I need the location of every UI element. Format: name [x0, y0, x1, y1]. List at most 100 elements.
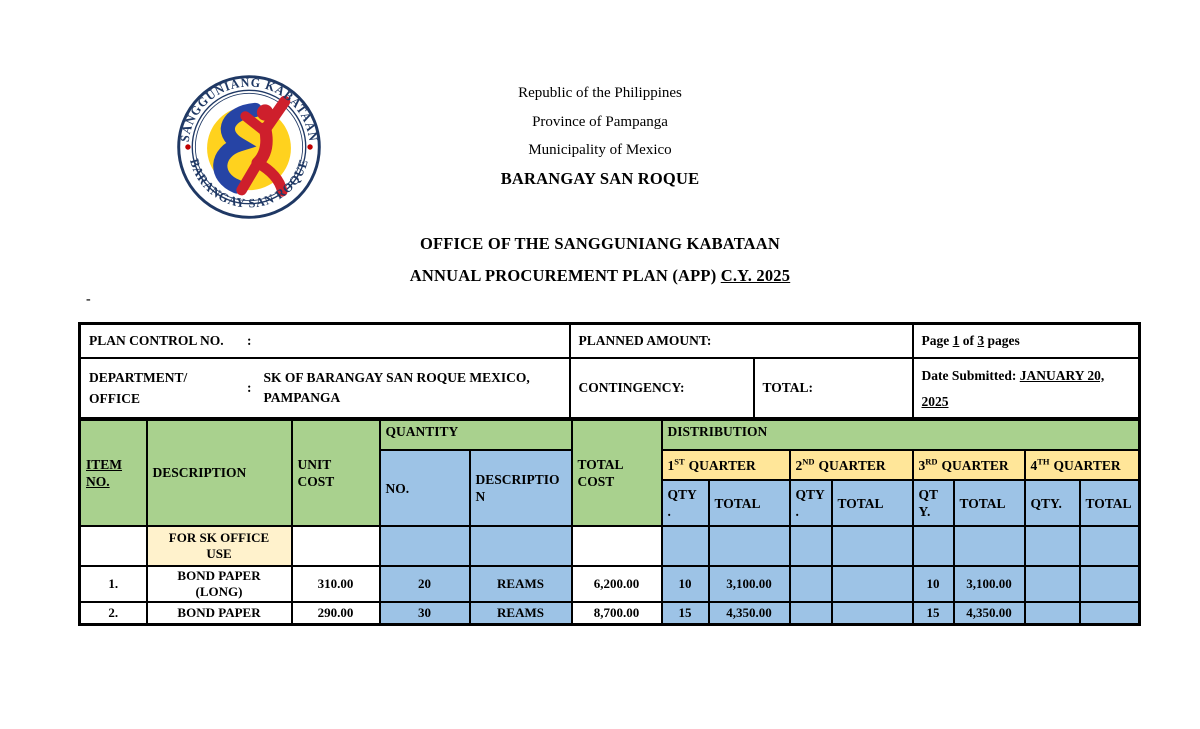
col-header-q4-qty: QTY.	[1023, 479, 1081, 527]
cell-q4-qty	[1023, 601, 1081, 625]
col-header-qty-description: DESCRIPTIO N	[468, 449, 573, 527]
col-header-q2-total: TOTAL	[830, 479, 914, 527]
cell-q3-total	[952, 525, 1026, 567]
col-header-total-cost: TOTAL COST	[570, 418, 663, 527]
cell-q3-qty: 15	[911, 601, 955, 625]
procurement-plan-tables: PLAN CONTROL NO.: PLANNED AMOUNT: Page 1…	[78, 322, 1142, 626]
cell-unit-cost	[290, 525, 381, 567]
cell-q4-total	[1078, 525, 1141, 567]
table-row: 2. BOND PAPER 290.00 30 REAMS 8,700.00 1…	[78, 601, 1141, 625]
col-header-item-no: ITEM NO.	[78, 418, 148, 527]
col-header-description: DESCRIPTION	[145, 418, 293, 527]
cell-q4-total	[1078, 565, 1141, 603]
info-row-1: PLAN CONTROL NO.: PLANNED AMOUNT: Page 1…	[78, 322, 1141, 359]
cell-qty-no: 30	[378, 601, 471, 625]
letterhead-line-barangay: BARANGAY SAN ROQUE	[500, 168, 700, 188]
cell-q3-total: 3,100.00	[952, 565, 1026, 603]
cell-q2-qty	[788, 525, 833, 567]
cell-qty-desc: REAMS	[468, 601, 573, 625]
letterhead: Republic of the Philippines Province of …	[0, 79, 1200, 193]
document-title-block: OFFICE OF THE SANGGUNIANG KABATAAN ANNUA…	[0, 228, 1200, 292]
page-current: 1	[952, 332, 960, 348]
department-value: SK OF BARANGAY SAN ROQUE MEXICO, PAMPANG…	[263, 369, 530, 405]
col-header-q2-qty: QTY .	[788, 479, 833, 527]
col-header-quantity: QUANTITY	[378, 418, 573, 451]
table-row-section: FOR SK OFFICE USE	[78, 525, 1141, 567]
cell-total-cost	[570, 525, 663, 567]
cell-item-no: 2.	[78, 601, 148, 625]
cell-q1-total	[707, 525, 791, 567]
cell-total-cost: 8,700.00	[570, 601, 663, 625]
cell-q2-total	[830, 601, 914, 625]
cell-q1-qty: 10	[660, 565, 710, 603]
col-header-qty-no: NO.	[378, 449, 471, 527]
col-header-quarter-4: 4TH QUARTER	[1023, 449, 1141, 481]
cell-unit-cost: 310.00	[290, 565, 381, 603]
cell-item-no	[78, 525, 148, 567]
cell-q3-total: 4,350.00	[952, 601, 1026, 625]
cell-description: BOND PAPER (LONG)	[145, 565, 293, 603]
col-header-quarter-3: 3RD QUARTER	[911, 449, 1026, 481]
info-table: PLAN CONTROL NO.: PLANNED AMOUNT: Page 1…	[78, 322, 1141, 420]
date-submitted-value: JANUARY 20, 2025	[921, 367, 1105, 409]
logo-dot-right-icon	[307, 144, 313, 150]
office-title: OFFICE OF THE SANGGUNIANG KABATAAN	[419, 234, 781, 253]
logo-dot-left-icon	[185, 144, 191, 150]
planned-amount-cell: PLANNED AMOUNT:	[568, 322, 914, 359]
cell-qty-desc	[468, 525, 573, 567]
procurement-table: ITEM NO. DESCRIPTION UNIT COST QUANTITY …	[78, 417, 1142, 626]
header-row-2: NO. DESCRIPTIO N 1ST QUARTER 2ND QUARTER 3…	[80, 449, 1141, 527]
header-row-1: ITEM NO. DESCRIPTION UNIT COST QUANTITY …	[78, 418, 1141, 527]
cell-qty-no	[378, 525, 471, 567]
plan-title: ANNUAL PROCUREMENT PLAN (APP) C.Y. 2025	[409, 266, 791, 285]
cell-q2-qty	[788, 565, 833, 603]
cell-q3-qty: 10	[911, 565, 955, 603]
department-cell: DEPARTMENT/ OFFICE : SK OF BARANGAY SAN …	[78, 356, 571, 419]
letterhead-line-municipality: Municipality of Mexico	[528, 142, 672, 158]
cell-description: BOND PAPER	[145, 601, 293, 625]
page-number-cell: Page 1 of 3 pages	[911, 322, 1141, 359]
col-header-q3-total: TOTAL	[952, 479, 1026, 527]
date-submitted-cell: Date Submitted: JANUARY 20, 2025	[911, 356, 1141, 419]
sk-logo: SANGGUNIANG KABATAAN BARANGAY SAN ROQUE	[177, 75, 321, 219]
cell-q4-qty	[1023, 525, 1081, 567]
cell-q4-total	[1078, 601, 1141, 625]
page-total: 3	[977, 332, 985, 348]
table-row: 1. BOND PAPER (LONG) 310.00 20 REAMS 6,2…	[78, 565, 1141, 603]
col-header-q1-qty: QTY .	[660, 479, 710, 527]
cell-q2-total	[830, 525, 914, 567]
col-header-quarter-2: 2ND QUARTER	[788, 449, 914, 481]
info-row-2: DEPARTMENT/ OFFICE : SK OF BARANGAY SAN …	[78, 356, 1141, 419]
col-header-q1-total: TOTAL	[707, 479, 791, 527]
col-header-quarter-1: 1ST QUARTER	[660, 449, 791, 481]
cell-q1-total: 4,350.00	[707, 601, 791, 625]
col-header-q4-total: TOTAL	[1078, 479, 1141, 527]
letterhead-line-republic: Republic of the Philippines	[518, 85, 682, 101]
plan-control-label: PLAN CONTROL NO.	[89, 333, 224, 349]
logo-red-figure	[236, 95, 291, 197]
cell-description: FOR SK OFFICE USE	[145, 525, 293, 567]
cell-q2-qty	[788, 601, 833, 625]
cell-item-no: 1.	[78, 565, 148, 603]
cell-qty-no: 20	[378, 565, 471, 603]
plan-control-colon: :	[247, 333, 252, 349]
col-header-distribution: DISTRIBUTION	[660, 418, 1141, 451]
col-header-q3-qty: QT Y.	[911, 479, 955, 527]
logo-blue-figure	[213, 102, 263, 194]
cell-q4-qty	[1023, 565, 1081, 603]
letterhead-line-province: Province of Pampanga	[532, 113, 668, 130]
cell-unit-cost: 290.00	[290, 601, 381, 625]
cell-q2-total	[830, 565, 914, 603]
plan-control-cell: PLAN CONTROL NO.:	[78, 322, 571, 359]
department-label: DEPARTMENT/ OFFICE	[89, 369, 188, 406]
cell-q1-qty: 15	[660, 601, 710, 625]
department-colon: :	[247, 379, 252, 395]
plan-title-year: C.Y. 2025	[720, 266, 791, 285]
stray-dash: -	[86, 292, 91, 307]
cell-q1-qty	[660, 525, 710, 567]
contingency-cell: CONTINGENCY:	[568, 356, 755, 419]
cell-qty-desc: REAMS	[468, 565, 573, 603]
total-cell: TOTAL:	[752, 356, 914, 419]
cell-total-cost: 6,200.00	[570, 565, 663, 603]
